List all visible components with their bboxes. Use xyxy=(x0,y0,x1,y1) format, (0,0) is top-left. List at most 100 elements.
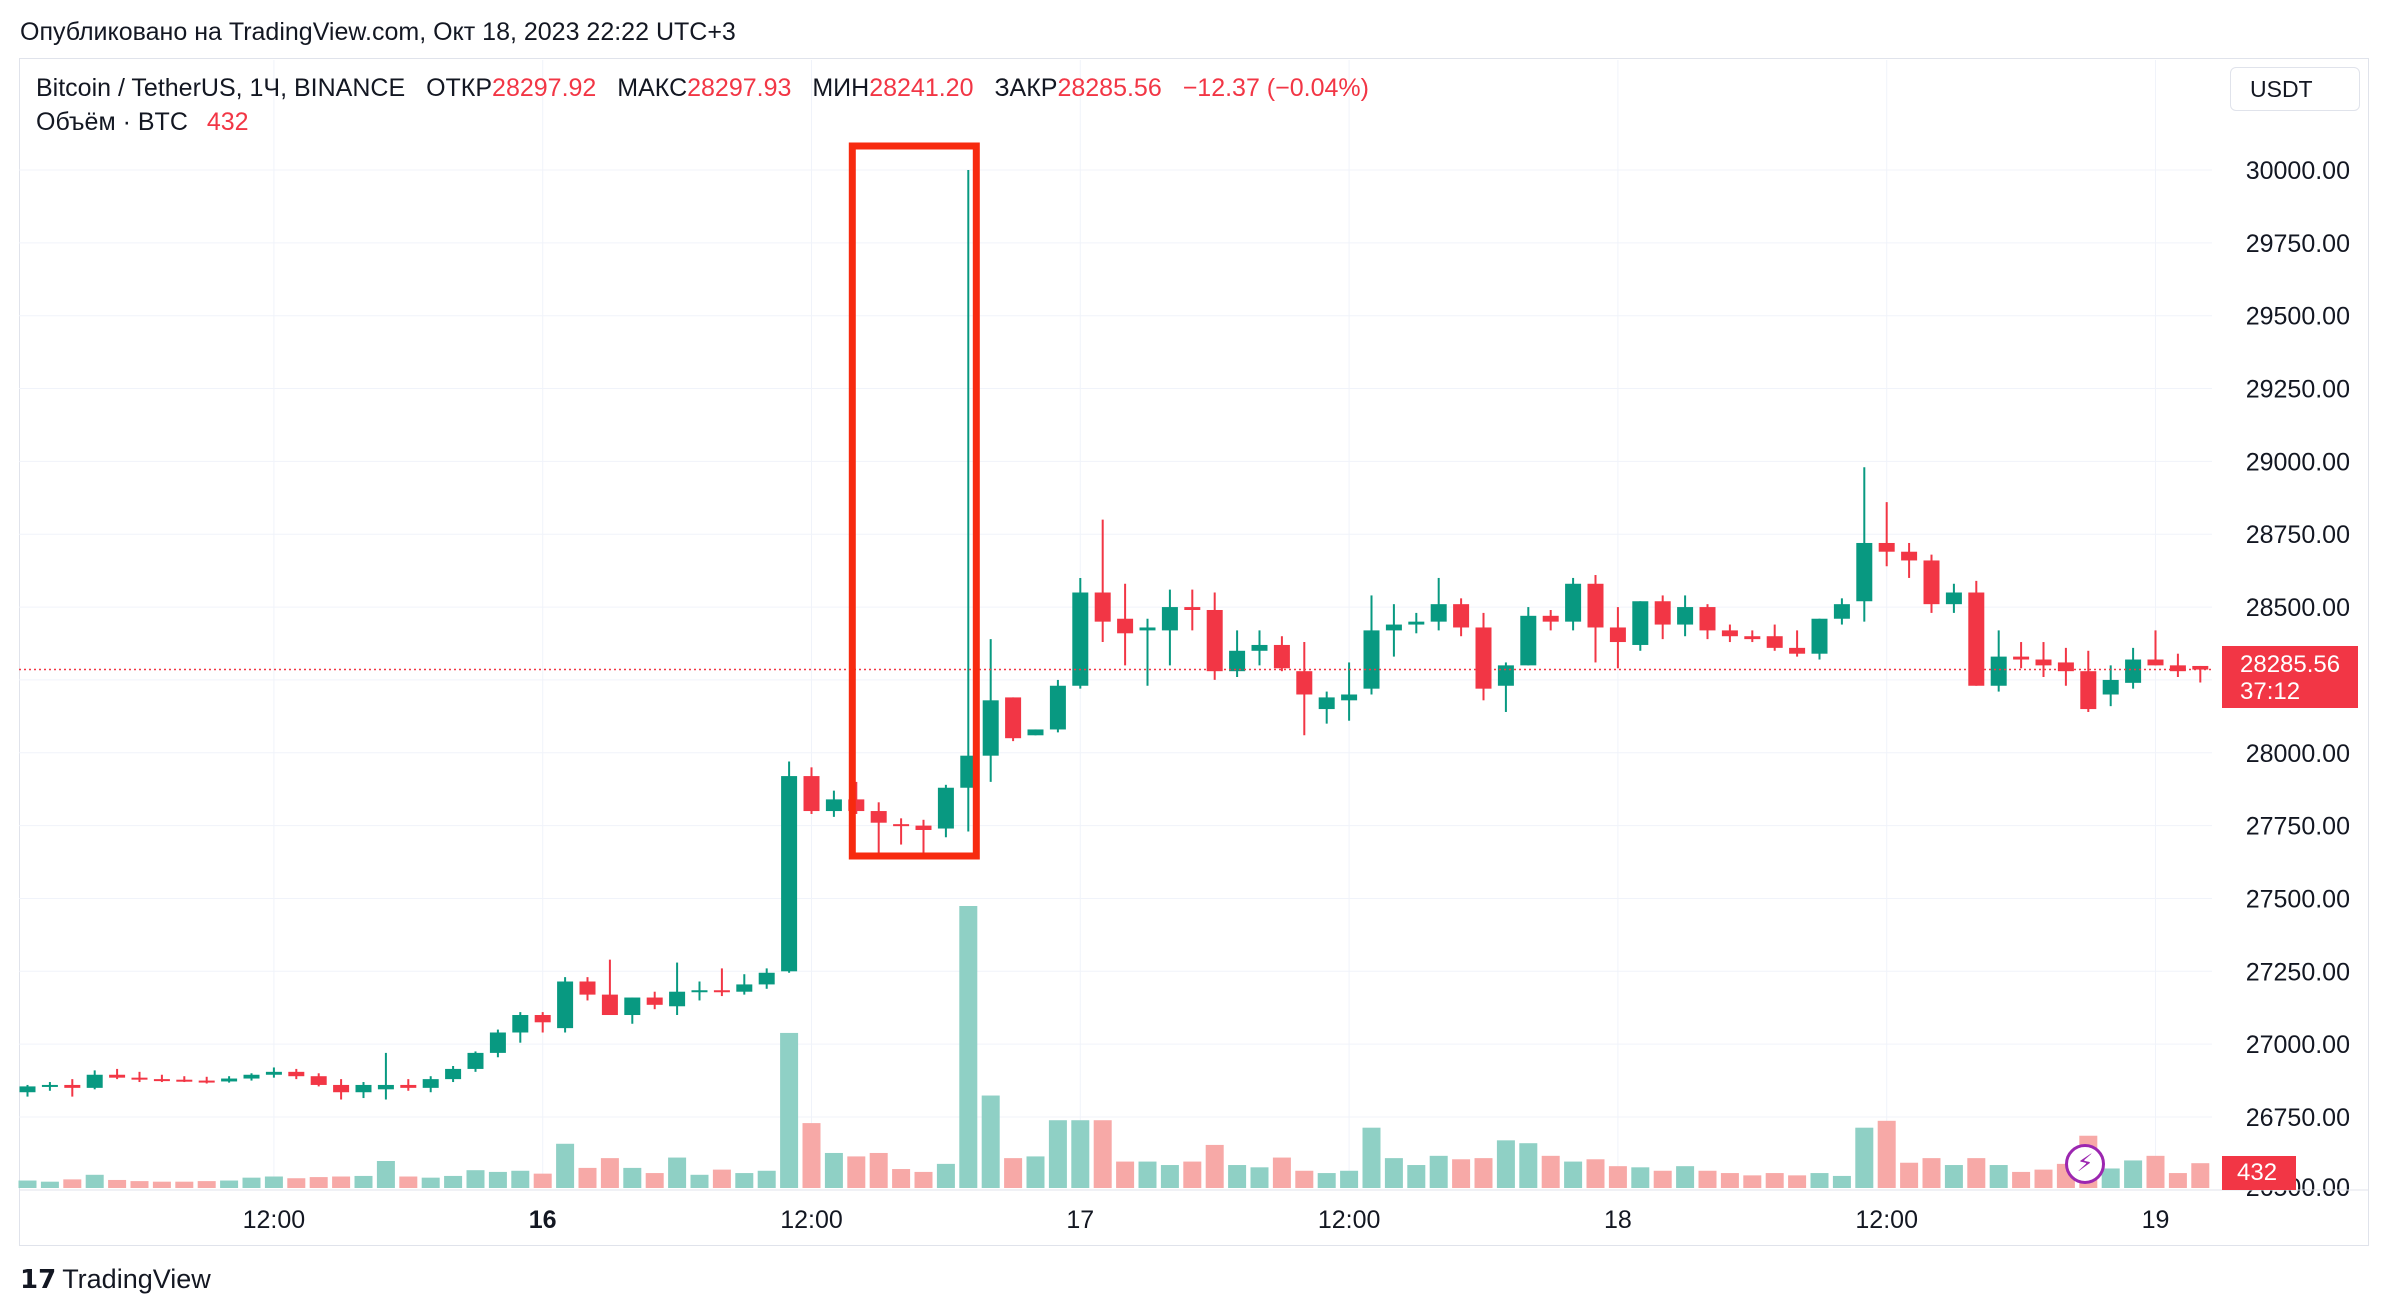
candle-body xyxy=(131,1077,148,1080)
volume-bar xyxy=(1272,1157,1291,1188)
candle-body xyxy=(400,1084,417,1088)
volume-bar xyxy=(1183,1161,1202,1188)
candle-body xyxy=(512,1015,529,1033)
volume-bar xyxy=(1116,1161,1135,1188)
price-axis-label: 30000.00 xyxy=(2246,157,2350,185)
volume-bar xyxy=(1004,1158,1023,1188)
candle-body xyxy=(736,984,753,992)
candle-body xyxy=(377,1084,394,1090)
volume-bar xyxy=(488,1171,507,1188)
volume-bar xyxy=(1250,1167,1269,1188)
candle-body xyxy=(960,755,977,788)
price-axis-label: 29250.00 xyxy=(2246,376,2350,404)
candle-body xyxy=(1699,607,1716,631)
candle-body xyxy=(1565,583,1582,622)
volume-bar xyxy=(1944,1165,1963,1188)
candle-body xyxy=(2147,659,2164,666)
price-axis-label: 26750.00 xyxy=(2246,1104,2350,1132)
candle-body xyxy=(557,981,574,1029)
candle-body xyxy=(86,1074,103,1088)
time-axis-label: 17 xyxy=(1066,1206,1094,1234)
candle-body xyxy=(1273,644,1290,669)
volume-bar xyxy=(1564,1161,1583,1188)
price-axis-label: 27000.00 xyxy=(2246,1031,2350,1059)
candle-body xyxy=(870,811,887,823)
volume-bar xyxy=(1228,1165,1247,1188)
volume-bar xyxy=(421,1177,440,1188)
volume-bar xyxy=(1295,1170,1314,1188)
volume-bar xyxy=(511,1170,530,1188)
candle-body xyxy=(355,1084,372,1093)
volume-bar xyxy=(309,1177,328,1188)
close-label: ЗАКР xyxy=(994,74,1058,102)
candle-body xyxy=(2169,665,2186,672)
volume-bar xyxy=(892,1169,911,1188)
candle-body xyxy=(64,1084,81,1088)
candle-body xyxy=(1363,630,1380,689)
volume-bar xyxy=(712,1169,731,1188)
volume-bar xyxy=(220,1180,239,1188)
volume-bar xyxy=(780,1032,799,1188)
volume-tag: 432 xyxy=(2222,1156,2296,1190)
volume-bar xyxy=(354,1175,373,1188)
volume-bar xyxy=(399,1176,418,1188)
symbol-title[interactable]: Bitcoin / TetherUS, 1Ч, BINANCE xyxy=(36,74,406,102)
candle-body xyxy=(1184,607,1201,610)
volume-bar xyxy=(959,906,978,1188)
volume-bar xyxy=(1452,1159,1471,1188)
candle-body xyxy=(1923,560,1940,605)
chart-frame xyxy=(19,58,2369,1246)
candle-body xyxy=(1408,621,1425,625)
volume-bar xyxy=(1071,1120,1090,1188)
candle-body xyxy=(982,700,999,756)
high-label: МАКС xyxy=(617,74,688,102)
candle-body xyxy=(1161,607,1178,631)
candle-body xyxy=(467,1052,484,1069)
volume-bar xyxy=(869,1152,888,1188)
price-axis-label: 29000.00 xyxy=(2246,448,2350,476)
candle-body xyxy=(310,1076,327,1085)
candle-body xyxy=(1318,697,1335,710)
candle-body xyxy=(1430,604,1447,622)
time-axis-label: 12:00 xyxy=(243,1206,306,1234)
lightning-icon[interactable]: ⚡ xyxy=(2065,1144,2105,1184)
volume-bar xyxy=(40,1181,59,1188)
volume-bar xyxy=(1586,1159,1605,1188)
candle-body xyxy=(1139,627,1156,631)
volume-bar xyxy=(1138,1161,1157,1188)
candle-body xyxy=(288,1071,305,1077)
candle-body xyxy=(109,1074,126,1078)
candle-body xyxy=(153,1079,170,1082)
volume-bar xyxy=(1160,1165,1179,1188)
candle-body xyxy=(1677,607,1694,625)
candle-body xyxy=(243,1074,260,1079)
volume-bar xyxy=(1048,1120,1067,1188)
candle-body xyxy=(1341,694,1358,701)
candle-body xyxy=(1609,627,1626,643)
candle-body xyxy=(893,824,910,827)
volume-bar xyxy=(130,1181,149,1188)
volume-bar xyxy=(1900,1162,1919,1188)
candle-body xyxy=(1049,685,1066,730)
volume-bar xyxy=(2101,1168,2120,1188)
candle-body xyxy=(1005,697,1022,739)
open-label: ОТКР xyxy=(426,74,493,102)
published-note: Опубликовано на TradingView.com, Окт 18,… xyxy=(20,18,736,46)
volume-bar xyxy=(623,1167,642,1188)
footer-brand: 𝟭𝟳 TradingView xyxy=(20,1264,211,1295)
volume-bar xyxy=(1496,1140,1515,1188)
volume-label[interactable]: Объём · BTC xyxy=(36,108,188,136)
candle-body xyxy=(1811,618,1828,654)
currency-button[interactable]: USDT xyxy=(2230,67,2360,111)
candle-body xyxy=(41,1084,58,1087)
candle-body xyxy=(176,1079,193,1082)
high-value: 28297.93 xyxy=(687,74,792,102)
candle-body xyxy=(624,997,641,1016)
volume-bar xyxy=(757,1170,776,1188)
candle-body xyxy=(1385,624,1402,631)
volume-bar xyxy=(1631,1167,1650,1188)
candle-body xyxy=(1296,671,1313,695)
last-price-tag: 28285.56 37:12 xyxy=(2222,646,2358,708)
candle-body xyxy=(1878,542,1895,552)
